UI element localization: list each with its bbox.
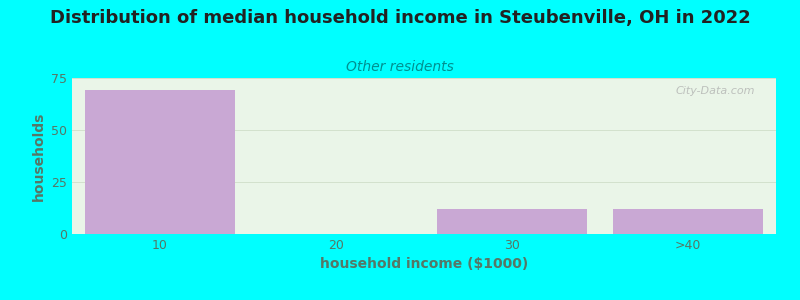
Bar xyxy=(437,209,586,234)
Text: Other residents: Other residents xyxy=(346,60,454,74)
Y-axis label: households: households xyxy=(31,111,46,201)
Text: City-Data.com: City-Data.com xyxy=(675,86,755,96)
Text: Distribution of median household income in Steubenville, OH in 2022: Distribution of median household income … xyxy=(50,9,750,27)
Bar xyxy=(614,209,763,234)
X-axis label: household income ($1000): household income ($1000) xyxy=(320,257,528,272)
Bar xyxy=(86,91,235,234)
